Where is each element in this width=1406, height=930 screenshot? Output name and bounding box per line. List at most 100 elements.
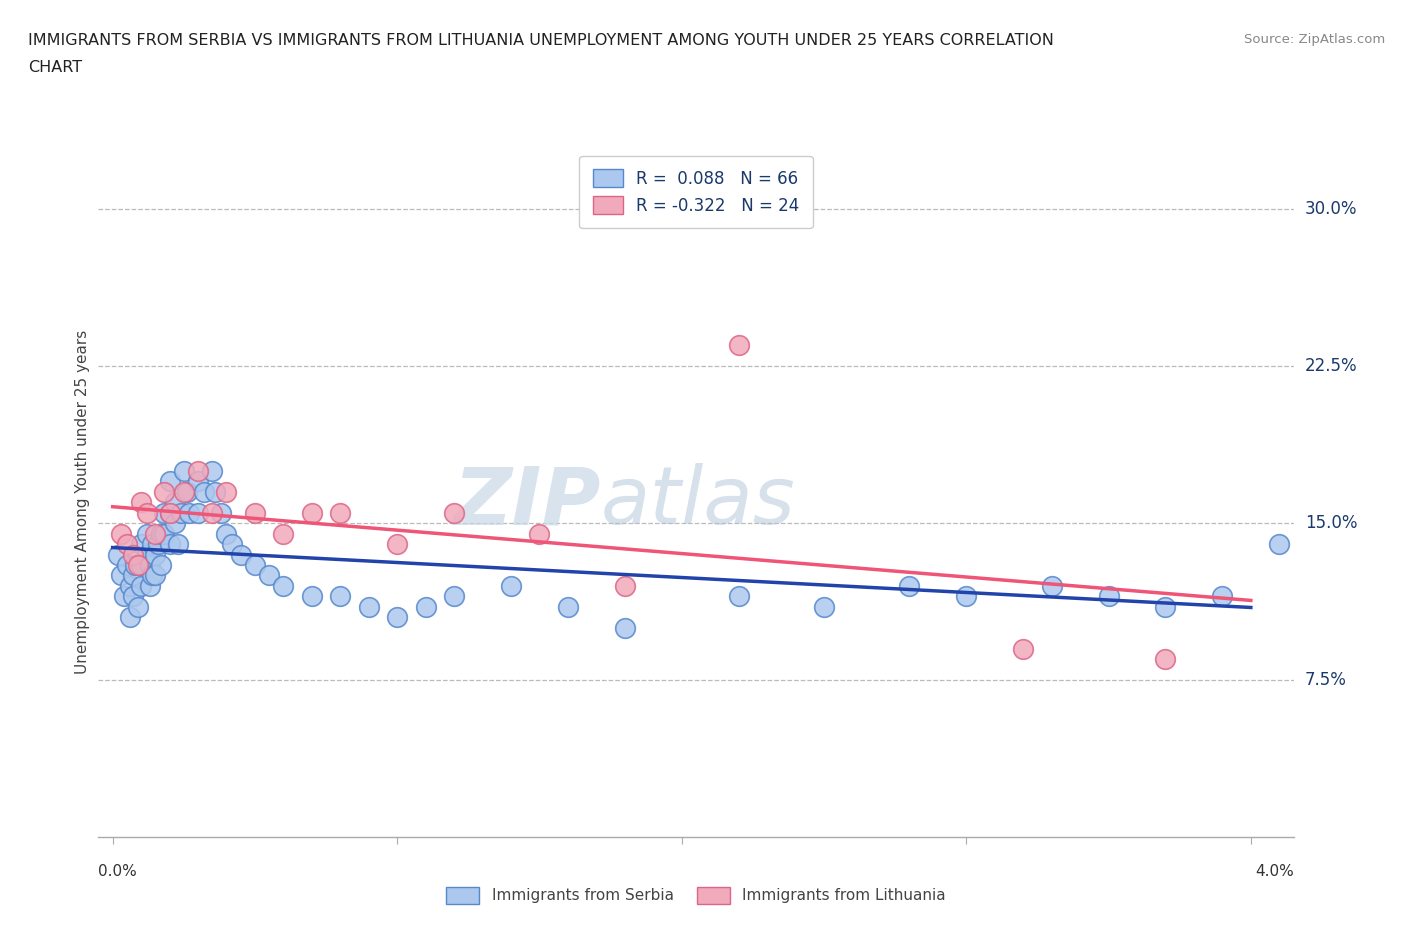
Point (215, 526, 238, 541)
Point (176, 485, 198, 499)
Point (173, 463, 195, 478)
Point (159, 505, 181, 520)
Point (727, 338, 749, 352)
Point (135, 505, 157, 520)
Point (110, 568, 132, 583)
Point (153, 485, 176, 499)
Point (121, 568, 143, 583)
Point (1211, 589, 1233, 604)
Point (121, 589, 143, 604)
Point (159, 474, 181, 489)
Point (529, 526, 551, 541)
Point (187, 463, 209, 478)
Point (150, 526, 173, 541)
Text: 30.0%: 30.0% (1305, 200, 1357, 219)
Point (148, 537, 170, 551)
Point (153, 505, 176, 520)
Point (118, 578, 141, 593)
Point (1097, 589, 1119, 604)
Point (118, 610, 141, 625)
Point (135, 526, 157, 541)
Point (329, 505, 352, 520)
Point (243, 558, 266, 573)
Text: atlas: atlas (600, 463, 796, 541)
Text: 4.0%: 4.0% (1254, 864, 1294, 879)
Point (385, 537, 409, 551)
Point (204, 485, 226, 499)
Y-axis label: Unemployment Among Youth under 25 years: Unemployment Among Youth under 25 years (75, 330, 90, 674)
Point (165, 495, 187, 510)
Point (187, 474, 209, 489)
Point (159, 537, 181, 551)
Point (215, 485, 238, 499)
Text: 15.0%: 15.0% (1305, 514, 1357, 532)
Point (170, 505, 193, 520)
Point (257, 568, 280, 583)
Point (173, 485, 195, 499)
Point (415, 600, 437, 615)
Point (121, 547, 143, 562)
Point (141, 537, 163, 551)
Point (201, 463, 224, 478)
Point (613, 578, 636, 593)
Point (301, 589, 323, 604)
Point (129, 578, 152, 593)
Point (153, 526, 176, 541)
Text: IMMIGRANTS FROM SERBIA VS IMMIGRANTS FROM LITHUANIA UNEMPLOYMENT AMONG YOUTH UND: IMMIGRANTS FROM SERBIA VS IMMIGRANTS FRO… (28, 33, 1054, 47)
Point (112, 589, 135, 604)
Point (813, 600, 835, 615)
Point (1268, 537, 1291, 551)
Point (273, 526, 295, 541)
Point (193, 485, 215, 499)
Point (443, 589, 465, 604)
Point (357, 600, 380, 615)
Point (135, 547, 157, 562)
Point (613, 620, 636, 635)
Point (129, 495, 152, 510)
Point (107, 547, 129, 562)
Point (201, 505, 224, 520)
Point (221, 537, 243, 551)
Point (129, 537, 152, 551)
Point (229, 547, 252, 562)
Point (167, 537, 190, 551)
Point (187, 505, 209, 520)
Point (273, 578, 295, 593)
Point (127, 558, 149, 573)
Point (1040, 578, 1063, 593)
Point (110, 526, 132, 541)
Point (138, 578, 160, 593)
Point (159, 505, 181, 520)
Text: CHART: CHART (28, 60, 82, 75)
Point (955, 589, 977, 604)
Legend: Immigrants from Serbia, Immigrants from Lithuania: Immigrants from Serbia, Immigrants from … (440, 881, 952, 910)
Point (143, 547, 166, 562)
Point (385, 610, 409, 625)
Text: 7.5%: 7.5% (1305, 671, 1347, 689)
Point (1154, 600, 1177, 615)
Point (143, 568, 166, 583)
Point (1012, 642, 1035, 657)
Point (329, 589, 352, 604)
Point (557, 600, 579, 615)
Point (141, 568, 163, 583)
Text: Source: ZipAtlas.com: Source: ZipAtlas.com (1244, 33, 1385, 46)
Point (115, 537, 138, 551)
Point (243, 505, 266, 520)
Point (443, 505, 465, 520)
Point (209, 505, 232, 520)
Point (138, 558, 160, 573)
Point (1154, 652, 1177, 667)
Text: 0.0%: 0.0% (98, 864, 138, 879)
Point (115, 558, 138, 573)
Point (143, 526, 166, 541)
Text: ZIP: ZIP (453, 463, 600, 541)
Point (898, 578, 921, 593)
Point (165, 516, 187, 531)
Point (727, 589, 749, 604)
Point (150, 558, 173, 573)
Point (301, 505, 323, 520)
Point (124, 558, 146, 573)
Point (127, 600, 149, 615)
Point (499, 578, 522, 593)
